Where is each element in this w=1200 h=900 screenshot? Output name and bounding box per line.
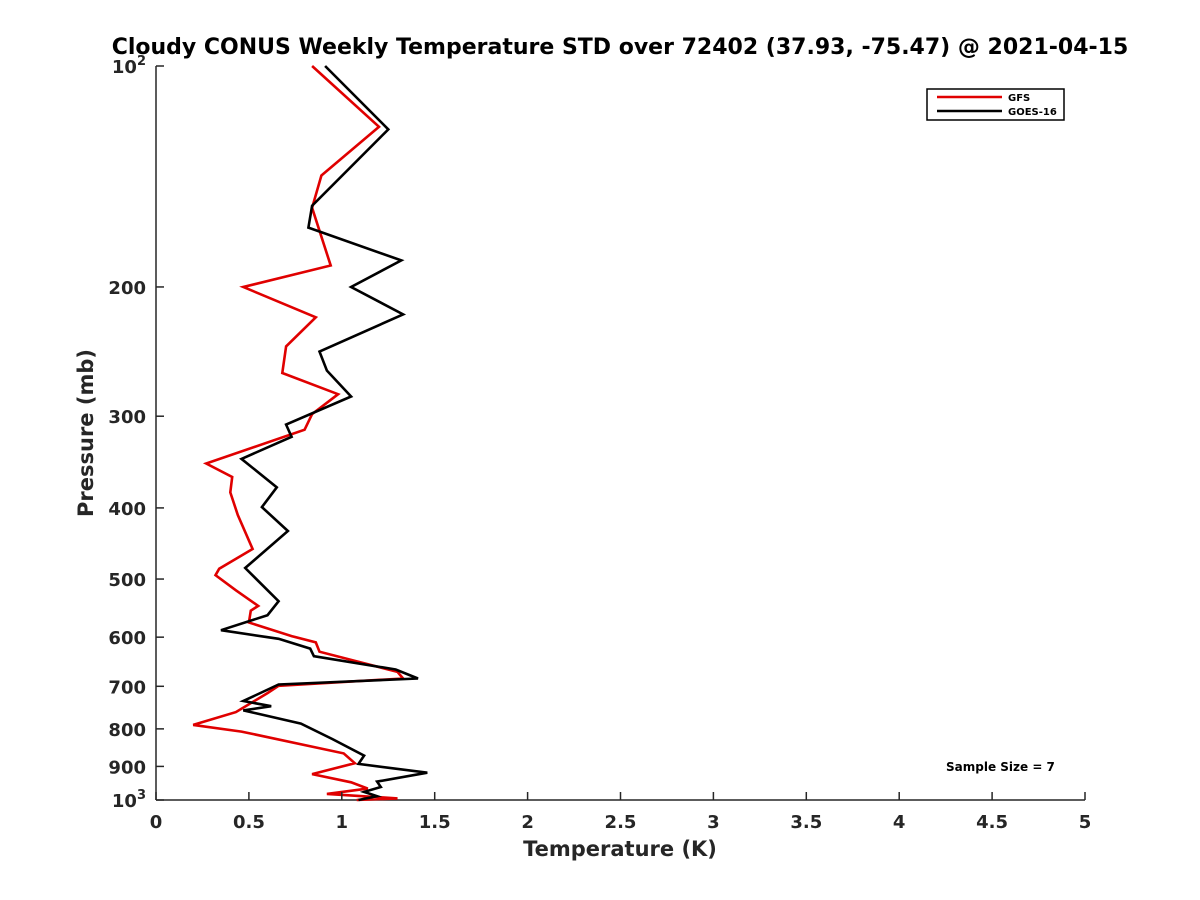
series-line-goes16 [220, 65, 428, 802]
x-tick-label: 1 [336, 812, 349, 833]
x-tick-label: 4 [893, 812, 906, 833]
y-tick-label: 800 [108, 720, 146, 741]
y-tick-label: 300 [108, 407, 146, 428]
x-tick-label: 2 [521, 812, 534, 833]
x-tick-label: 3 [707, 812, 720, 833]
x-tick-label: 1.5 [419, 812, 451, 833]
y-tick-label: 103 [112, 788, 146, 812]
y-axis-label: Pressure (mb) [74, 349, 98, 517]
series-line-gfs [192, 65, 406, 802]
y-tick-label: 900 [108, 757, 146, 778]
x-tick-label: 5 [1079, 812, 1092, 833]
legend-box [926, 88, 1065, 121]
y-tick-label: 102 [112, 54, 146, 78]
x-tick-label: 4.5 [976, 812, 1008, 833]
y-tick-label: 200 [108, 278, 146, 299]
x-axis-label: Temperature (K) [523, 837, 717, 861]
series-layer [192, 65, 428, 802]
y-tick-label: 400 [108, 499, 146, 520]
y-tick-label: 500 [108, 570, 146, 591]
legend-label-goes16: GOES-16 [1008, 107, 1057, 118]
legend: GFS GOES-16 [926, 88, 1065, 121]
y-tick-label: 600 [108, 628, 146, 649]
x-tick-label: 0.5 [233, 812, 265, 833]
y-tick-label: 700 [108, 677, 146, 698]
chart-title: Cloudy CONUS Weekly Temperature STD over… [112, 35, 1129, 60]
x-tick-label: 3.5 [790, 812, 822, 833]
tick-layer: 0 0.5 1 1.5 2 2.5 3 3.5 4 4.5 5 102 200 300 400 500 600 7… [108, 54, 1091, 833]
x-tick-label: 0 [150, 812, 163, 833]
sample-size-annotation: Sample Size = 7 [946, 760, 1055, 774]
legend-label-gfs: GFS [1008, 93, 1030, 104]
x-tick-label: 2.5 [605, 812, 637, 833]
